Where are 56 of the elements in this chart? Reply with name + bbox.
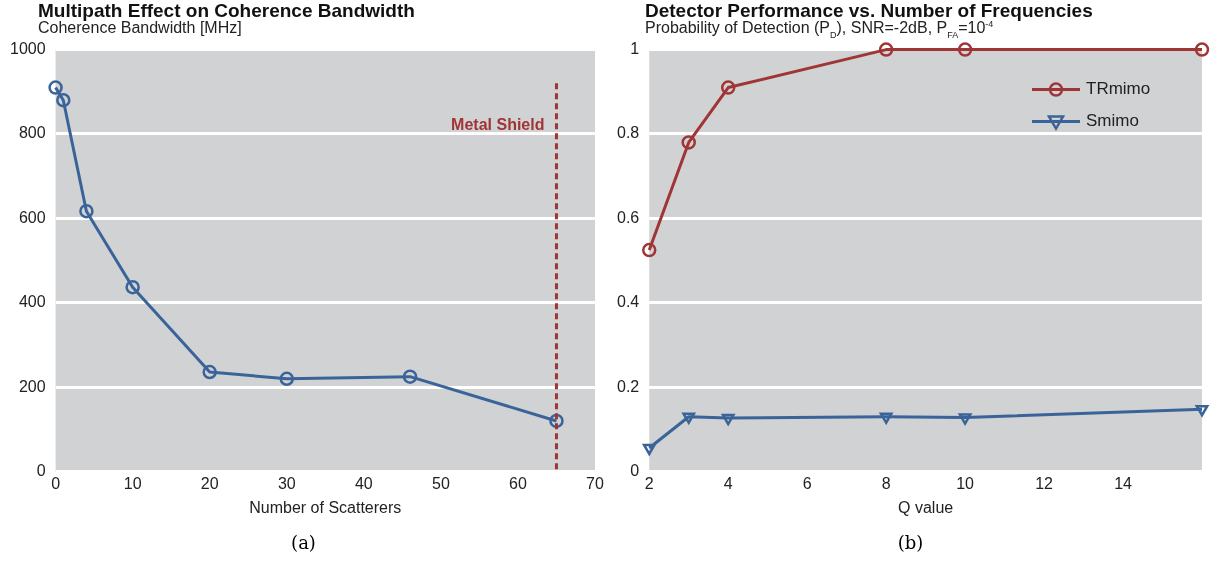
point <box>682 412 696 424</box>
chart-title: Detector Performance vs. Number of Frequencies <box>645 0 1093 22</box>
y-tick-label: 0.6 <box>616 208 640 226</box>
legend-label: Smimo <box>1086 111 1139 131</box>
x-tick-label: 40 <box>354 474 373 492</box>
x-tick-label: 30 <box>277 474 296 492</box>
y-tick-label: 600 <box>18 208 46 226</box>
y-tick-label: 0 <box>630 462 640 480</box>
point <box>957 42 973 57</box>
point <box>48 80 63 95</box>
point <box>279 371 295 387</box>
y-tick-label: 400 <box>18 293 46 311</box>
text: (a) <box>290 532 317 553</box>
x-axis-title: Number of Scatterers <box>249 498 402 516</box>
point <box>1194 42 1210 57</box>
point <box>402 369 418 384</box>
x-tick-label: 0 <box>51 474 61 492</box>
y-tick-label: 0.2 <box>616 377 640 395</box>
legend-label: TRmimo <box>1086 79 1151 99</box>
point <box>879 412 893 424</box>
x-tick-label: 10 <box>123 474 142 492</box>
x-tick-label: 20 <box>200 474 219 492</box>
point <box>721 413 735 426</box>
point <box>720 80 736 95</box>
point <box>125 279 140 295</box>
point <box>79 203 94 219</box>
point <box>878 42 894 57</box>
chart-title: Multipath Effect on Coherence Bandwidth <box>38 0 415 21</box>
point <box>202 364 217 380</box>
ref-line-label: Metal Shield <box>451 115 545 133</box>
y-tick-label: 1 <box>630 40 640 58</box>
y-axis-title: Probability of Detection (P$_{D}$), SNR=-2dB, P$_{FA}$=10$^{-4}$ <box>645 19 994 40</box>
y-tick-label: 0.4 <box>616 293 640 311</box>
x-tick-label: 4 <box>723 474 733 492</box>
point <box>642 443 656 456</box>
point <box>958 413 972 425</box>
y-tick-label: 0.8 <box>616 124 640 142</box>
point <box>56 92 71 108</box>
x-tick-label: 70 <box>586 474 604 492</box>
y-tick-label: 800 <box>18 124 46 142</box>
point <box>1195 404 1209 417</box>
x-tick-label: 50 <box>431 474 450 492</box>
x-tick-label: 12 <box>1035 474 1054 492</box>
x-axis-title: Q value <box>898 498 954 516</box>
y-tick-label: 0 <box>36 462 46 480</box>
x-tick-label: 60 <box>509 474 527 492</box>
point <box>641 242 657 258</box>
text: (b) <box>896 532 925 553</box>
x-tick-label: 14 <box>1114 474 1133 492</box>
x-tick-label: 2 <box>644 474 654 492</box>
x-tick-label: 8 <box>881 474 891 492</box>
y-tick-label: 200 <box>18 377 46 395</box>
x-tick-label: 6 <box>802 474 812 492</box>
x-tick-label: 10 <box>956 474 975 492</box>
point <box>681 135 696 150</box>
y-tick-label: 1000 <box>10 40 46 58</box>
